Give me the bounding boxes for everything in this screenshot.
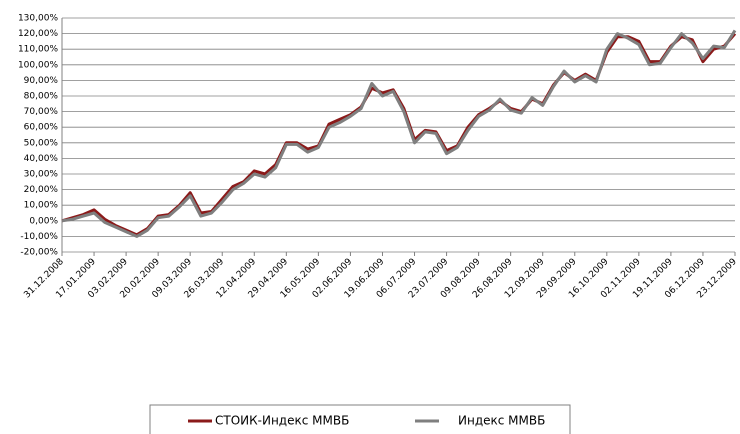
series-line: [61, 32, 737, 237]
y-tick-label: 80,00%: [24, 92, 59, 102]
y-tick-label: -10,00%: [20, 232, 58, 242]
legend-label: СТОИК-Индекс ММВБ: [215, 414, 349, 428]
y-tick-label: 20,00%: [24, 185, 59, 195]
y-tick-label: 70,00%: [24, 107, 59, 117]
y-tick-label: 90,00%: [24, 76, 59, 86]
y-tick-label: 130,00%: [18, 14, 58, 24]
y-tick-label: 30,00%: [24, 170, 59, 180]
y-tick-label: 110,00%: [18, 45, 58, 55]
y-tick-label: 10,00%: [24, 201, 59, 211]
legend-label: Индекс ММВБ: [458, 414, 545, 428]
y-tick-label: 40,00%: [24, 154, 59, 164]
series-line: [61, 29, 737, 238]
legend-box: [149, 404, 571, 434]
y-tick-label: 50,00%: [24, 138, 59, 148]
y-tick-label: 100,00%: [18, 60, 58, 70]
y-tick-label: 60,00%: [24, 123, 59, 133]
y-tick-label: 120,00%: [18, 29, 58, 39]
y-tick-label: 0,00%: [29, 216, 58, 226]
y-tick-label: -20,00%: [20, 248, 58, 258]
